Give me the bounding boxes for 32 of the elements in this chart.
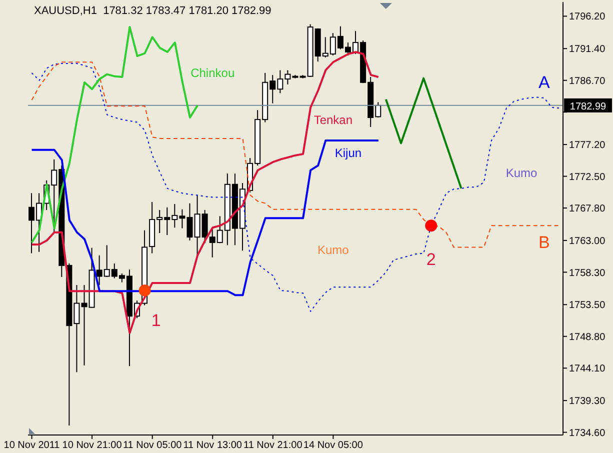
y-tick-label: 1758.30	[569, 268, 606, 279]
y-tick-label: 1777.20	[569, 140, 606, 152]
x-tick-label: 11 Nov 13:00	[183, 440, 242, 452]
y-tick-label: 1739.30	[569, 396, 606, 408]
annotation: Kumo	[317, 243, 350, 257]
y-tick-label: 1763.00	[569, 236, 606, 248]
series-label: Kijun	[334, 146, 362, 160]
line-series	[384, 77, 462, 190]
y-tick-label: 1786.70	[569, 76, 606, 87]
y-tick-label: 1772.50	[569, 172, 606, 183]
y-tick-label: 1734.60	[569, 428, 606, 439]
series-label: Tenkan	[314, 113, 353, 127]
ref-line-label: 1782.99	[570, 101, 607, 112]
y-tick-label: 1748.80	[569, 332, 606, 343]
x-tick-label: 11 Nov 21:00	[244, 440, 303, 452]
line-series	[31, 62, 560, 312]
y-tick-label: 1753.50	[569, 300, 606, 312]
series-label: B	[538, 233, 550, 252]
annotation: 2	[426, 250, 436, 269]
y-tick-label: 1791.40	[569, 44, 606, 56]
series-label: Chinkou	[190, 66, 235, 80]
y-tick-label: 1796.20	[569, 12, 606, 23]
annotation: Kumo	[506, 166, 538, 180]
x-tick-label: 11 Nov 05:00	[122, 440, 182, 452]
x-tick-label: 10 Nov 2011	[4, 440, 60, 452]
chart-title: XAUUSD,H1 1781.32 1783.47 1781.20 1782.99	[34, 5, 272, 17]
y-tick-label: 1767.80	[569, 204, 606, 215]
x-tick-label: 14 Nov 05:00	[303, 440, 364, 452]
x-tick-label: 10 Nov 21:00	[62, 440, 122, 452]
y-tick-label: 1744.10	[569, 364, 606, 375]
annotation: 1	[151, 311, 161, 330]
series-label: A	[538, 73, 550, 92]
